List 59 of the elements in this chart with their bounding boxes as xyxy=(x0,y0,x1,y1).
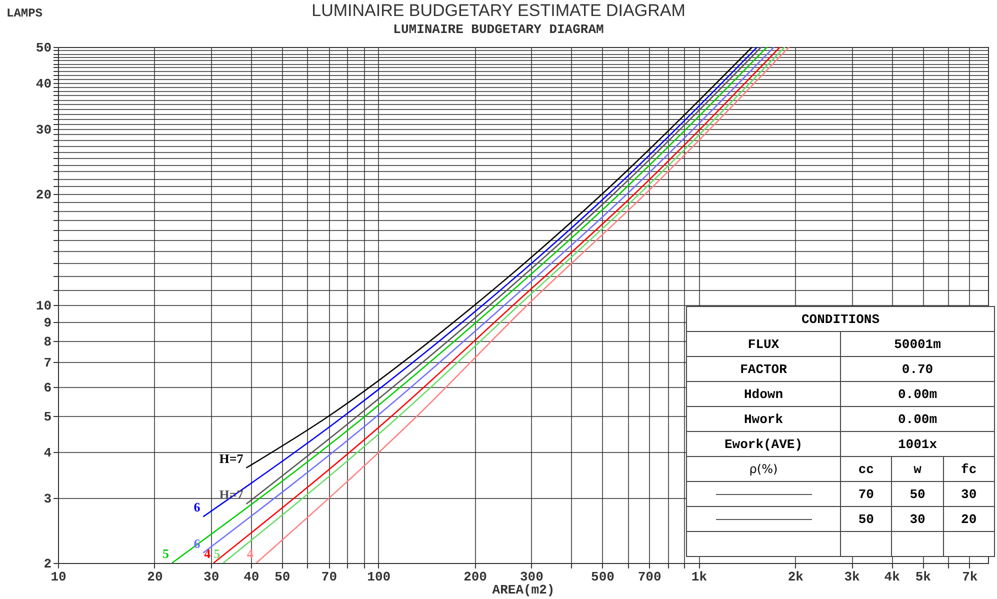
chart-title: LUMINAIRE BUDGETARY ESTIMATE DIAGRAM xyxy=(312,1,686,20)
annotation: CONDITIONS xyxy=(686,306,994,332)
annotation: FACTOR xyxy=(686,356,840,382)
x-tick-label: 3k xyxy=(844,570,860,584)
y-tick-label: 8 xyxy=(44,334,52,350)
x-tick-label: 4k xyxy=(884,570,900,584)
x-tick-label: 70 xyxy=(321,570,338,584)
y-tick-label: 30 xyxy=(36,122,52,138)
x-tick-label: 2k xyxy=(788,570,804,584)
x-tick-label: 500 xyxy=(591,570,615,584)
x-tick-label: 20 xyxy=(147,570,163,584)
annotation: H=7 xyxy=(219,450,244,466)
annotation: 0.00m xyxy=(840,382,994,406)
y-tick-label: 20 xyxy=(36,187,52,202)
annotation: Hwork xyxy=(686,406,840,432)
annotation: 50001m xyxy=(840,332,994,356)
annotation: 70 xyxy=(840,482,892,506)
annotation: 0.00m xyxy=(840,406,994,432)
y-tick-label: 40 xyxy=(36,76,52,92)
annotation: 30 xyxy=(892,506,944,532)
y-tick-label: 4 xyxy=(44,445,52,460)
x-tick-label: 50 xyxy=(274,570,290,584)
annotation: Hdown xyxy=(686,382,840,406)
y-tick-label: 7 xyxy=(44,356,52,371)
x-tick-label: 200 xyxy=(464,570,488,584)
annotation: w xyxy=(892,456,944,482)
y-tick-label: 6 xyxy=(44,380,52,396)
annotation: 50 xyxy=(840,506,892,532)
chart-subtitle: LUMINAIRE BUDGETARY DIAGRAM xyxy=(392,22,605,37)
annotation: FLUX xyxy=(686,332,840,356)
x-tick-label: 1k xyxy=(691,570,708,584)
y-tick-label: 10 xyxy=(36,298,52,314)
annotation: 6 xyxy=(194,500,201,515)
x-tick-label: 30 xyxy=(204,570,220,584)
x-tick-label: 100 xyxy=(367,570,391,584)
annotation: fc xyxy=(943,456,994,482)
annotation: 0.70 xyxy=(840,356,994,382)
annotation: 1001x xyxy=(840,432,994,456)
annotation: 50 xyxy=(892,482,944,506)
annotation: 5 xyxy=(162,546,170,561)
annotation: 30 xyxy=(943,482,994,506)
y-tick-label: 9 xyxy=(44,315,52,330)
x-tick-label: 40 xyxy=(244,570,260,584)
x-tick-label: 300 xyxy=(520,570,544,584)
y-tick-label: 5 xyxy=(44,410,52,425)
x-tick-label: 7k xyxy=(962,570,978,584)
y-axis-title: LAMPS xyxy=(6,6,43,20)
annotation: cc xyxy=(840,456,892,482)
annotation: ρ(%) xyxy=(686,456,840,482)
annotation: 5 xyxy=(214,546,221,561)
y-tick-label: 50 xyxy=(36,40,52,56)
annotation: Ework(AVE) xyxy=(686,432,840,456)
y-tick-label: 2 xyxy=(44,556,52,572)
y-tick-label: 3 xyxy=(44,492,52,506)
annotation: 20 xyxy=(943,506,994,532)
x-tick-label: 700 xyxy=(638,570,662,584)
annotation: 4 xyxy=(204,546,212,561)
x-axis-title: AREA(m2) xyxy=(492,582,555,598)
x-tick-label: 5k xyxy=(915,570,932,584)
